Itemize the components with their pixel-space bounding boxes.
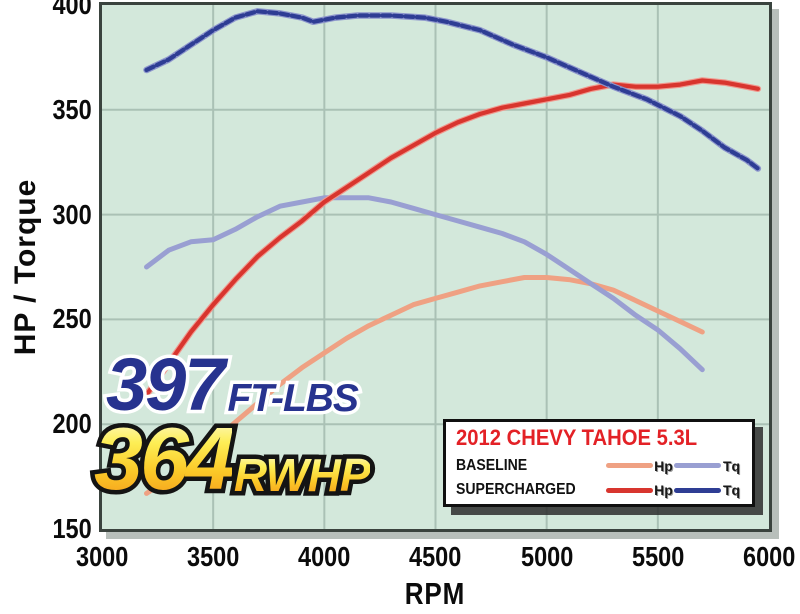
y-tick-400: 400 bbox=[52, 0, 92, 20]
supercharged-tq-swatch bbox=[674, 487, 721, 493]
baseline-tq-swatch bbox=[674, 463, 721, 468]
x-axis-title: RPM bbox=[404, 576, 466, 611]
legend-row-baseline: BASELINE Hp Tq bbox=[456, 456, 742, 476]
x-tick-5500: 5500 bbox=[631, 541, 684, 572]
y-tick-350: 350 bbox=[52, 93, 92, 125]
plot-area bbox=[99, 2, 772, 532]
y-tick-250: 250 bbox=[52, 303, 92, 335]
x-tick-6000: 6000 bbox=[742, 541, 796, 572]
legend-title: 2012 CHEVY TAHOE 5.3L bbox=[456, 425, 698, 450]
baseline-tq-label: Tq bbox=[722, 457, 741, 474]
x-tick-4000: 4000 bbox=[298, 541, 351, 572]
x-tick-5000: 5000 bbox=[520, 541, 573, 572]
y-tick-200: 200 bbox=[52, 408, 92, 440]
supercharged-hp-swatch bbox=[606, 487, 653, 493]
x-tick-3500: 3500 bbox=[186, 541, 240, 572]
x-tick-3000: 3000 bbox=[75, 541, 129, 572]
y-tick-150: 150 bbox=[52, 513, 92, 544]
legend-supercharged-label: SUPERCHARGED bbox=[456, 481, 576, 498]
legend-baseline-label: BASELINE bbox=[456, 456, 528, 474]
y-tick-300: 300 bbox=[52, 198, 92, 230]
legend-box: 2012 CHEVY TAHOE 5.3L BASELINE Hp Tq SUP… bbox=[443, 419, 755, 507]
legend-row-supercharged: SUPERCHARGED Hp Tq bbox=[456, 480, 742, 500]
baseline-hp-swatch bbox=[606, 463, 653, 468]
baseline-hp-label: Hp bbox=[654, 457, 673, 474]
supercharged-tq-label: Tq bbox=[722, 482, 741, 498]
x-tick-4500: 4500 bbox=[409, 541, 462, 572]
supercharged-hp-label: Hp bbox=[654, 482, 673, 498]
